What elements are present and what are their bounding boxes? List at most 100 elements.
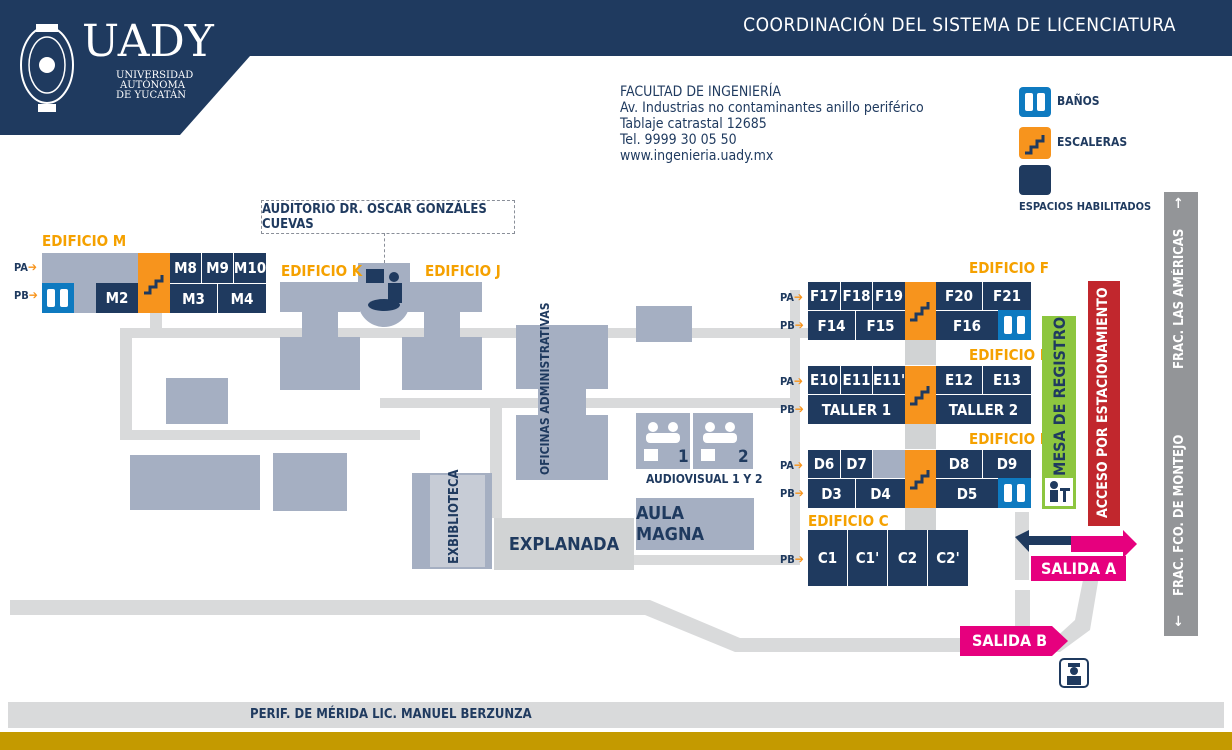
auditorio-label: AUDITORIO DR. OSCAR GONZÁLES CUEVAS	[261, 200, 515, 234]
level-pa-m: PA➔	[14, 260, 37, 274]
edificio-j-title: EDIFICIO J	[425, 262, 501, 280]
edificio-e-title: EDIFICIO E	[969, 346, 1049, 364]
edificio-c-title: EDIFICIO C	[808, 512, 889, 530]
mesa-registro-bar[interactable]	[1042, 316, 1076, 509]
room-e10[interactable]: E10	[808, 366, 841, 394]
room-taller-1[interactable]: TALLER 1	[808, 394, 905, 424]
room-f21[interactable]: F21	[983, 282, 1031, 310]
connector-e-d	[905, 424, 936, 449]
arrow-up-icon: ↑	[1173, 196, 1184, 212]
room-d8[interactable]: D8	[936, 450, 983, 478]
edificio-j-building[interactable]	[402, 282, 482, 390]
room-f17[interactable]: F17	[808, 282, 841, 310]
explanada[interactable]: EXPLANADA	[494, 518, 634, 570]
auditorio-building[interactable]	[358, 263, 410, 327]
frac-montejo-label: FRAC. FCO. DE MONTEJO	[1172, 434, 1187, 596]
level-pb-c: PB➔	[780, 552, 804, 566]
registration-desk-icon	[1045, 478, 1073, 506]
salida-a-arrow-icon	[1015, 530, 1137, 558]
room-c2[interactable]: C2	[888, 530, 928, 586]
level-pb-f: PB➔	[780, 318, 804, 332]
room-f18[interactable]: F18	[841, 282, 873, 310]
spaces-legend-icon	[1019, 165, 1051, 195]
room-d9[interactable]: D9	[983, 450, 1031, 478]
acceso-estacionamiento-bar[interactable]	[1088, 281, 1120, 526]
aula-magna[interactable]: AULA MAGNA	[636, 498, 754, 550]
room-d4[interactable]: D4	[856, 478, 905, 508]
room-f16[interactable]: F16	[936, 310, 998, 340]
legend-banos: BAÑOS	[1057, 94, 1100, 108]
edificio-d-title: EDIFICIO D	[969, 430, 1051, 448]
stairs-icon-f	[905, 282, 936, 340]
room-c2-prime[interactable]: C2'	[928, 530, 968, 586]
exbiblioteca-label: EXBIBLIOTECA	[447, 469, 462, 564]
room-m4[interactable]: M4	[218, 283, 266, 313]
edificio-f-title: EDIFICIO F	[969, 259, 1049, 277]
room-f20[interactable]: F20	[936, 282, 983, 310]
room-d6[interactable]: D6	[808, 450, 841, 478]
audiovisual-1[interactable]	[636, 413, 690, 469]
address-line-1: Av. Industrias no contaminantes anillo p…	[620, 100, 924, 116]
room-c1-prime[interactable]: C1'	[848, 530, 888, 586]
header-band	[0, 0, 1232, 56]
room-e12[interactable]: E12	[936, 366, 983, 394]
building-gray-3	[273, 453, 347, 511]
perif-label: PERIF. DE MÉRIDA LIC. MANUEL BERZUNZA	[250, 707, 532, 722]
room-c1[interactable]: C1	[808, 530, 848, 586]
auditorio-pointer	[384, 233, 385, 263]
phone: Tel. 9999 30 05 50	[620, 132, 737, 148]
audiovisual-2-number: 2	[738, 447, 749, 467]
edificio-k-title: EDIFICIO K	[281, 262, 363, 280]
room-e11[interactable]: E11	[841, 366, 873, 394]
path-center	[490, 398, 502, 518]
arrow-down-icon: ↓	[1173, 614, 1184, 630]
room-f14[interactable]: F14	[808, 310, 856, 340]
room-f19[interactable]: F19	[873, 282, 905, 310]
path-east	[790, 290, 800, 565]
building-gray-1	[166, 378, 228, 424]
level-pb-m: PB➔	[14, 288, 38, 302]
coordination-title: COORDINACIÓN DEL SISTEMA DE LICENCIATURA	[743, 14, 1176, 36]
salida-a-label[interactable]: SALIDA A	[1031, 556, 1127, 581]
room-e13[interactable]: E13	[983, 366, 1031, 394]
legend-espacios: ESPACIOS HABILITADOS	[1019, 200, 1152, 213]
frac-americas-label: FRAC. LAS AMÉRICAS	[1172, 228, 1187, 369]
edificio-m-title: EDIFICIO M	[42, 232, 127, 250]
restroom-legend-icon	[1019, 87, 1051, 117]
level-pa-f: PA➔	[780, 290, 803, 304]
legend-escaleras: ESCALERAS	[1057, 135, 1128, 149]
audiovisual-2[interactable]	[693, 413, 753, 469]
university-line-2: AUTÓNOMA	[120, 80, 185, 91]
room-e11-prime[interactable]: E11'	[873, 366, 905, 394]
room-m9[interactable]: M9	[202, 253, 234, 283]
oficinas-label: OFICINAS ADMINISTRATIVAS	[538, 302, 552, 475]
room-m10[interactable]: M10	[234, 253, 266, 283]
building-gray-2	[130, 455, 260, 510]
university-line-3: DE YUCATÁN	[116, 90, 186, 101]
edificio-d-pa-space	[873, 450, 905, 478]
oficinas-building[interactable]	[516, 325, 608, 480]
path-c	[600, 555, 800, 565]
salida-b-label[interactable]: SALIDA B	[972, 631, 1048, 650]
room-m8[interactable]: M8	[170, 253, 202, 283]
security-guard-icon	[1059, 658, 1089, 688]
room-d5[interactable]: D5	[936, 478, 998, 508]
restroom-icon-f	[998, 310, 1031, 340]
room-d7[interactable]: D7	[841, 450, 873, 478]
restroom-icon-m	[42, 283, 74, 313]
website[interactable]: www.ingenieria.uady.mx	[620, 148, 774, 164]
edificio-k-building[interactable]	[280, 282, 360, 390]
room-d3[interactable]: D3	[808, 478, 856, 508]
room-taller-2[interactable]: TALLER 2	[936, 394, 1031, 424]
room-f15[interactable]: F15	[856, 310, 905, 340]
uady-seal-icon	[20, 24, 74, 112]
room-m3[interactable]: M3	[170, 283, 218, 313]
room-m2[interactable]: M2	[96, 283, 138, 313]
street-east	[1164, 192, 1198, 636]
edificio-m-pb-space	[74, 283, 96, 313]
path-m	[150, 313, 162, 333]
stairs-legend-icon	[1019, 127, 1051, 159]
audiovisual-label: AUDIOVISUAL 1 Y 2	[646, 472, 763, 486]
connector-f-e	[905, 340, 936, 365]
exbiblioteca-building[interactable]	[430, 475, 485, 567]
